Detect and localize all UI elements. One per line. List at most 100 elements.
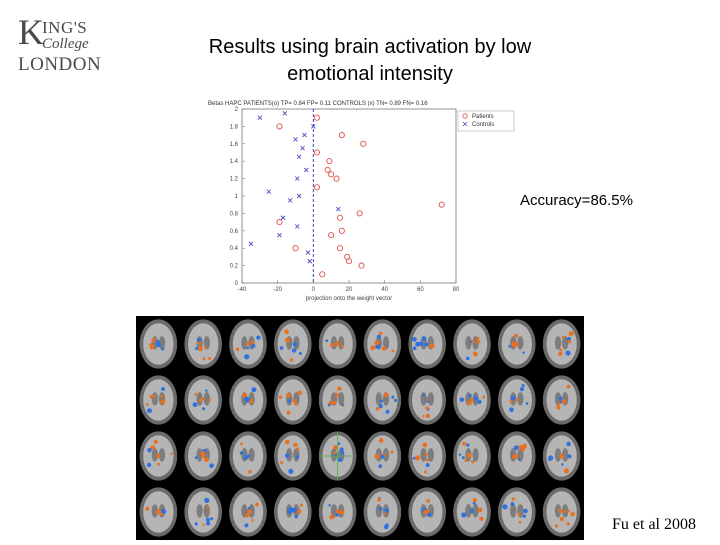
y-tick-label: 1.8: [230, 124, 239, 130]
activation-blob: [289, 358, 294, 362]
activation-blob: [513, 344, 516, 348]
control-point: [287, 198, 293, 203]
brain-tissue: [546, 379, 577, 421]
plot-area: [241, 108, 457, 284]
activation-blob: [466, 400, 472, 406]
patient-point: [313, 114, 320, 121]
activation-blob: [514, 342, 519, 347]
brain-tissue: [367, 323, 398, 365]
activation-blob: [425, 406, 429, 410]
brain-slice: [542, 487, 581, 537]
activation-blob: [468, 393, 472, 398]
activation-blob: [510, 502, 515, 507]
activation-blob: [415, 341, 421, 347]
patient-point: [326, 158, 333, 165]
x-tick-label: -40: [238, 287, 247, 293]
activation-blob: [523, 508, 528, 514]
activation-blob: [285, 439, 290, 445]
y-tick-label: 2: [235, 107, 239, 113]
activation-blob: [466, 453, 472, 458]
brain-tissue: [546, 323, 577, 365]
activation-blob: [202, 357, 206, 361]
activation-blob: [197, 346, 203, 352]
brain-slice: [497, 431, 536, 481]
activation-blob: [473, 396, 479, 401]
activation-blob: [422, 442, 428, 448]
control-point-stroke: [303, 167, 309, 173]
brain-ventricle: [517, 336, 524, 350]
patient-point: [360, 140, 367, 147]
activation-blob: [286, 392, 291, 398]
brain-slice: [363, 375, 402, 425]
activation-blob: [146, 403, 149, 406]
activation-blob: [466, 356, 470, 361]
control-point-stroke: [307, 258, 313, 264]
y-tick-label: 1.4: [230, 159, 239, 165]
activation-blob: [337, 442, 341, 446]
activation-blob: [470, 507, 474, 511]
control-point-stroke: [287, 198, 293, 203]
brain-ventricle: [472, 336, 479, 350]
activation-blob: [296, 508, 302, 514]
activation-blob: [329, 342, 335, 348]
activation-blob: [458, 453, 462, 456]
activation-blob: [244, 523, 249, 528]
activation-blob: [296, 447, 300, 451]
patient-point: [324, 166, 331, 173]
control-point: [294, 176, 300, 181]
patient-point: [313, 149, 320, 156]
control-point-stroke: [296, 193, 302, 199]
activation-blob: [192, 402, 198, 408]
brain-slice: [273, 431, 312, 481]
brain-ventricle: [248, 448, 255, 462]
control-point: [335, 206, 341, 212]
activation-blob: [525, 402, 529, 405]
brain-ventricle: [158, 448, 166, 462]
activation-blob: [200, 397, 204, 401]
chart-title: Betas HAPC PATIENTS(o) TP= 0.84 FP= 0.11…: [208, 101, 428, 107]
activation-blob: [378, 464, 383, 468]
activation-blob: [203, 345, 207, 349]
activation-blob: [412, 456, 416, 460]
activation-blob: [380, 454, 385, 459]
activation-blob: [333, 451, 337, 455]
activation-blob: [235, 347, 240, 352]
activation-blob: [208, 398, 211, 402]
activation-blob: [151, 338, 157, 343]
activation-blob: [412, 346, 417, 350]
activation-blob: [335, 341, 339, 345]
brain-slice: [139, 375, 178, 425]
brain-ventricle: [293, 448, 300, 462]
activation-blob: [477, 507, 483, 513]
activation-blob: [476, 336, 480, 340]
y-tick-label: 0.6: [230, 229, 239, 235]
activation-blob: [476, 340, 481, 344]
activation-blob: [249, 399, 254, 404]
activation-blob: [471, 460, 475, 464]
activation-blob: [378, 507, 383, 511]
activation-blob: [340, 451, 345, 455]
brain-slice: [229, 487, 267, 537]
activation-blob: [335, 392, 339, 397]
scatter-chart-svg: Betas HAPC PATIENTS(o) TP= 0.84 FP= 0.11…: [208, 101, 515, 302]
activation-blob: [341, 403, 344, 406]
control-point: [280, 215, 286, 221]
control-point-stroke: [294, 176, 300, 181]
brain-slice: [318, 487, 357, 537]
activation-blob: [251, 519, 254, 522]
brain-ventricle: [465, 504, 472, 518]
patient-point: [276, 219, 283, 226]
brain-tissue: [456, 435, 488, 477]
activation-blob: [194, 456, 198, 459]
activation-blob: [295, 455, 300, 459]
activation-blob: [149, 394, 153, 399]
control-point-stroke: [335, 206, 341, 212]
brain-activation-grid: [136, 316, 584, 540]
brain-slice: [408, 375, 447, 425]
brain-ventricle: [554, 336, 562, 350]
activation-blob: [517, 512, 521, 517]
activation-blob: [256, 335, 261, 340]
patient-point: [345, 258, 353, 265]
activation-blob: [461, 456, 465, 460]
activation-blob: [462, 441, 467, 446]
